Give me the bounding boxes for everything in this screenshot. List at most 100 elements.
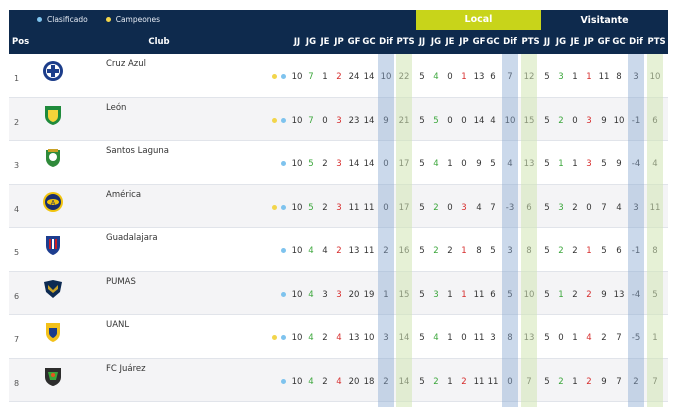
club-name[interactable]: Cruz Azul — [106, 59, 147, 69]
local-pts-value: 6 — [526, 202, 532, 213]
visitante-header-dif[interactable]: Dif — [629, 37, 643, 47]
visitante-jj-value: 5 — [544, 72, 550, 82]
visitante-header-gf[interactable]: GF — [597, 37, 611, 47]
overall-header-jp[interactable]: JP — [334, 37, 344, 47]
table-row[interactable]: 7 UANL 10 4 2 4 13 10 3 14 5 4 1 0 11 3 8 13 5 0 1 4 2 7 -5 1 — [9, 315, 668, 359]
table-row[interactable]: 3 Santos Laguna 10 5 2 3 14 14 0 17 5 4 1 0 9 5 4 13 5 1 1 3 5… — [9, 141, 668, 185]
club-name[interactable]: León — [106, 102, 127, 113]
visitante-gc-value: 4 — [616, 202, 622, 213]
campeones-dot-icon — [105, 17, 111, 22]
local-pts-value: 7 — [526, 376, 532, 387]
overall-dif-value: 0 — [383, 159, 389, 169]
local-header-je[interactable]: JE — [445, 37, 455, 47]
visitante-gf-value: 5 — [601, 246, 607, 256]
local-header-jg[interactable]: JG — [430, 37, 442, 47]
cruz-azul-crest-icon[interactable] — [41, 59, 65, 83]
overall-gf-value: 13 — [348, 246, 360, 256]
club-header[interactable]: Club — [148, 37, 170, 47]
club-name[interactable]: FC Juárez — [106, 363, 146, 374]
overall-gf-value: 20 — [348, 289, 360, 300]
local-gf-value: 14 — [473, 115, 485, 126]
pos-header[interactable]: Pos — [12, 37, 30, 47]
local-header-jp[interactable]: JP — [459, 37, 469, 47]
leon-crest-icon[interactable] — [41, 103, 65, 127]
overall-pts-value: 15 — [398, 289, 410, 300]
visitante-pts-value: 4 — [652, 159, 658, 169]
club-name[interactable]: UANL — [106, 320, 130, 330]
visitante-header-jj[interactable]: JJ — [543, 37, 551, 47]
santos-crest-icon[interactable] — [41, 146, 65, 170]
overall-header-gf[interactable]: GF — [347, 37, 361, 47]
local-gf-value: 11 — [473, 376, 485, 387]
local-header-pts[interactable]: PTS — [521, 37, 540, 47]
local-header-gc[interactable]: GC — [486, 37, 500, 47]
local-jj-value: 5 — [419, 159, 425, 169]
visitante-jj-value: 5 — [544, 376, 550, 387]
overall-dif-value: 1 — [383, 289, 389, 300]
local-jp-value: 2 — [461, 376, 467, 387]
local-gc-value: 5 — [490, 159, 496, 169]
overall-dif-value: 3 — [383, 333, 389, 343]
visitante-jp-value: 0 — [586, 202, 592, 213]
clasificado-dot-icon — [281, 204, 286, 210]
visitante-jg-value: 2 — [558, 376, 564, 387]
overall-gc-value: 11 — [363, 202, 375, 213]
legend-campeones: Campeones — [105, 15, 160, 24]
visitante-header-gc[interactable]: GC — [612, 37, 626, 47]
overall-gc-value: 11 — [363, 246, 375, 256]
overall-header-je[interactable]: JE — [320, 37, 330, 47]
local-dif-value: 0 — [507, 376, 513, 387]
local-je-value: 0 — [447, 202, 453, 213]
local-gc-value: 4 — [490, 115, 496, 126]
table-row[interactable]: 2 León 10 7 0 3 23 14 9 21 5 5 0 0 14 4 10 15 5 2 0 3 9 10 -1 6 — [9, 97, 668, 141]
pumas-crest-icon[interactable] — [41, 277, 65, 301]
visitante-dif-value: 3 — [633, 202, 639, 213]
club-name[interactable]: Santos Laguna — [106, 146, 169, 156]
table-row[interactable]: 8 FC Juárez 10 4 2 4 20 18 2 14 5 2 1 2 11 11 0 7 5 2 1 2 9 7 2 7 — [9, 358, 668, 402]
overall-je-value: 2 — [322, 202, 328, 213]
club-name[interactable]: PUMAS — [106, 276, 136, 287]
chivas-crest-icon[interactable] — [41, 233, 65, 257]
table-row[interactable]: 4 A América 10 5 2 3 11 11 0 17 5 2 0 3 4 7 -3 6 5 3 2 0 7 4 3 11 — [9, 184, 668, 228]
america-crest-icon[interactable]: A — [41, 190, 65, 214]
visitante-header-jg[interactable]: JG — [555, 37, 567, 47]
overall-header-pts[interactable]: PTS — [396, 37, 415, 47]
visitante-header-je[interactable]: JE — [570, 37, 580, 47]
table-row[interactable]: 6 PUMAS 10 4 3 3 20 19 1 15 5 3 1 1 11 6 5 10 5 1 2 2 9 13 -4 5 — [9, 271, 668, 315]
overall-jp-value: 3 — [336, 202, 342, 213]
overall-header-jj[interactable]: JJ — [293, 37, 301, 47]
local-header-dif[interactable]: Dif — [503, 37, 517, 47]
juarez-crest-icon[interactable] — [41, 364, 65, 388]
visitante-pts-value: 6 — [652, 115, 658, 126]
local-header-gf[interactable]: GF — [472, 37, 486, 47]
row-position: 5 — [14, 248, 20, 257]
local-jg-value: 3 — [433, 289, 439, 300]
overall-pts-value: 14 — [398, 376, 410, 387]
overall-jg-value: 4 — [308, 376, 314, 387]
visitante-header-jp[interactable]: JP — [584, 37, 594, 47]
local-header-jj[interactable]: JJ — [418, 37, 426, 47]
legend-clasificado-label: Clasificado — [47, 15, 88, 24]
tigres-crest-icon[interactable] — [41, 320, 65, 344]
club-name[interactable]: Guadalajara — [106, 233, 158, 243]
overall-gc-value: 19 — [363, 289, 375, 300]
overall-jp-value: 4 — [336, 376, 342, 387]
table-row[interactable]: 1 Cruz Azul 10 7 1 2 24 14 10 22 5 4 0 1 13 6 7 12 5 3 1 1 11 8… — [9, 54, 668, 98]
visitante-header-pts[interactable]: PTS — [647, 37, 666, 47]
table-row[interactable]: 5 Guadalajara 10 4 4 2 13 11 2 16 5 2 2 1 8 5 3 8 5 2 2 1 5 6 -1… — [9, 228, 668, 272]
visitante-dif-value: 3 — [633, 72, 639, 82]
overall-je-value: 2 — [322, 159, 328, 169]
overall-header-jg[interactable]: JG — [305, 37, 317, 47]
local-jj-value: 5 — [419, 333, 425, 343]
visitante-jg-value: 2 — [558, 115, 564, 126]
overall-jg-value: 7 — [308, 72, 314, 82]
local-gc-value: 3 — [490, 333, 496, 343]
local-dif-value: -3 — [505, 202, 515, 213]
visitante-je-value: 2 — [572, 202, 578, 213]
visitante-gc-value: 7 — [616, 333, 622, 343]
column-header-row: Pos Club JJ JG JE JP GF GC Dif PTS JJ JG JE JP GF GC D… — [9, 30, 668, 54]
visitante-dif-value: -4 — [631, 159, 641, 169]
overall-header-dif[interactable]: Dif — [379, 37, 393, 47]
club-name[interactable]: América — [106, 189, 142, 200]
overall-header-gc[interactable]: GC — [362, 37, 376, 47]
